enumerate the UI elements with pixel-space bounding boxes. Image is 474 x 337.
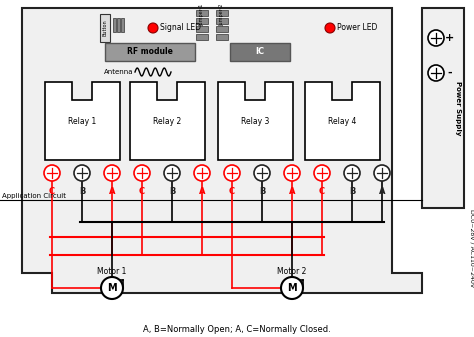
- FancyBboxPatch shape: [113, 18, 116, 32]
- Circle shape: [134, 165, 150, 181]
- FancyBboxPatch shape: [105, 43, 195, 61]
- Polygon shape: [305, 82, 380, 160]
- Text: C: C: [319, 186, 325, 195]
- Text: Jumper-1: Jumper-1: [200, 4, 204, 26]
- Circle shape: [148, 23, 158, 33]
- Text: Relay 3: Relay 3: [241, 117, 270, 125]
- Text: B: B: [79, 186, 85, 195]
- Circle shape: [224, 165, 240, 181]
- Polygon shape: [130, 82, 205, 160]
- Text: Relay 2: Relay 2: [154, 117, 182, 125]
- FancyBboxPatch shape: [196, 26, 208, 32]
- Text: B: B: [349, 186, 355, 195]
- Text: Jumper-2: Jumper-2: [219, 4, 225, 26]
- Circle shape: [254, 165, 270, 181]
- Circle shape: [101, 277, 123, 299]
- Text: C: C: [49, 186, 55, 195]
- FancyBboxPatch shape: [196, 34, 208, 40]
- FancyBboxPatch shape: [230, 43, 290, 61]
- FancyBboxPatch shape: [422, 8, 464, 208]
- Text: Application Circuit: Application Circuit: [2, 193, 66, 199]
- Text: Antenna: Antenna: [104, 69, 134, 75]
- Text: Signal LED: Signal LED: [160, 24, 201, 32]
- Text: Motor 2: Motor 2: [277, 268, 307, 276]
- Circle shape: [281, 277, 303, 299]
- FancyBboxPatch shape: [100, 14, 110, 42]
- Text: M: M: [107, 283, 117, 293]
- Text: A: A: [109, 186, 115, 195]
- Text: Button: Button: [102, 20, 108, 36]
- FancyBboxPatch shape: [196, 10, 208, 16]
- Circle shape: [344, 165, 360, 181]
- Text: M: M: [287, 283, 297, 293]
- Circle shape: [314, 165, 330, 181]
- Text: -: -: [447, 68, 452, 78]
- Polygon shape: [218, 82, 293, 160]
- Text: B: B: [169, 186, 175, 195]
- Text: B: B: [259, 186, 265, 195]
- Text: +: +: [446, 33, 455, 43]
- Circle shape: [325, 23, 335, 33]
- FancyBboxPatch shape: [196, 18, 208, 24]
- Circle shape: [374, 165, 390, 181]
- Text: C: C: [229, 186, 235, 195]
- Text: Relay 4: Relay 4: [328, 117, 357, 125]
- FancyBboxPatch shape: [216, 34, 228, 40]
- Circle shape: [194, 165, 210, 181]
- FancyBboxPatch shape: [216, 18, 228, 24]
- Text: A: A: [289, 186, 295, 195]
- FancyBboxPatch shape: [216, 10, 228, 16]
- Text: A: A: [199, 186, 205, 195]
- Text: Motor 1: Motor 1: [97, 268, 127, 276]
- Polygon shape: [22, 8, 422, 293]
- Text: A: A: [379, 186, 385, 195]
- Circle shape: [164, 165, 180, 181]
- Text: RF module: RF module: [127, 48, 173, 57]
- Text: Power Supply: Power Supply: [455, 81, 461, 135]
- Circle shape: [74, 165, 90, 181]
- Text: Power LED: Power LED: [337, 24, 377, 32]
- Circle shape: [44, 165, 60, 181]
- Circle shape: [428, 65, 444, 81]
- Text: DC0~28V / AC110~240V: DC0~28V / AC110~240V: [470, 209, 474, 287]
- Circle shape: [104, 165, 120, 181]
- FancyBboxPatch shape: [216, 26, 228, 32]
- Circle shape: [428, 30, 444, 46]
- Text: C: C: [139, 186, 145, 195]
- Circle shape: [284, 165, 300, 181]
- Polygon shape: [45, 82, 120, 160]
- Text: A, B=Normally Open; A, C=Normally Closed.: A, B=Normally Open; A, C=Normally Closed…: [143, 326, 331, 335]
- Text: IC: IC: [255, 48, 264, 57]
- FancyBboxPatch shape: [121, 18, 124, 32]
- FancyBboxPatch shape: [117, 18, 120, 32]
- Text: Relay 1: Relay 1: [68, 117, 97, 125]
